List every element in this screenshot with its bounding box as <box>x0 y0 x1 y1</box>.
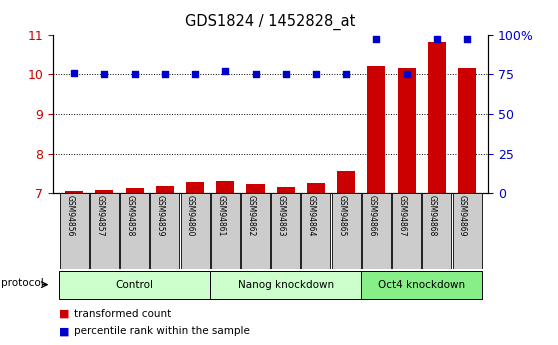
Text: GSM94861: GSM94861 <box>217 196 225 237</box>
Bar <box>210 270 362 298</box>
Bar <box>181 193 210 269</box>
Bar <box>65 191 83 193</box>
Text: GSM94857: GSM94857 <box>95 196 104 237</box>
Text: percentile rank within the sample: percentile rank within the sample <box>74 326 250 336</box>
Text: Control: Control <box>116 280 153 289</box>
Bar <box>186 182 204 193</box>
Point <box>191 71 200 77</box>
Point <box>160 71 169 77</box>
Bar <box>277 187 295 193</box>
Bar <box>453 193 482 269</box>
Bar <box>156 186 174 193</box>
Text: GSM94860: GSM94860 <box>186 196 195 237</box>
Text: GSM94863: GSM94863 <box>277 196 286 237</box>
Point <box>70 70 79 75</box>
Text: Oct4 knockdown: Oct4 knockdown <box>378 280 465 289</box>
Point <box>100 71 109 77</box>
Bar <box>362 270 482 298</box>
Point <box>221 68 230 74</box>
Text: GSM94866: GSM94866 <box>367 196 377 237</box>
Bar <box>301 193 330 269</box>
Bar <box>397 68 416 193</box>
Bar <box>211 193 240 269</box>
Text: ■: ■ <box>59 309 69 319</box>
Bar <box>392 193 421 269</box>
Point <box>402 71 411 77</box>
Point <box>281 71 290 77</box>
Bar <box>271 193 300 269</box>
Point <box>432 37 441 42</box>
Bar <box>428 42 446 193</box>
Bar <box>331 193 360 269</box>
Bar <box>90 193 119 269</box>
Text: GSM94865: GSM94865 <box>337 196 346 237</box>
Point <box>311 71 320 77</box>
Bar <box>59 270 210 298</box>
Bar <box>458 68 476 193</box>
Bar <box>241 193 270 269</box>
Bar <box>60 193 89 269</box>
Bar <box>150 193 179 269</box>
Bar <box>217 180 234 193</box>
Point <box>341 71 350 77</box>
Text: GDS1824 / 1452828_at: GDS1824 / 1452828_at <box>185 14 356 30</box>
Bar <box>367 66 386 193</box>
Point <box>251 71 260 77</box>
Bar <box>120 193 149 269</box>
Text: GSM94868: GSM94868 <box>428 196 437 237</box>
Point <box>463 37 472 42</box>
Bar <box>307 183 325 193</box>
Text: GSM94864: GSM94864 <box>307 196 316 237</box>
Bar <box>95 190 113 193</box>
Bar <box>337 171 355 193</box>
Text: GSM94856: GSM94856 <box>65 196 74 237</box>
Text: GSM94869: GSM94869 <box>458 196 467 237</box>
Text: GSM94859: GSM94859 <box>156 196 165 237</box>
Text: GSM94858: GSM94858 <box>126 196 134 237</box>
Text: transformed count: transformed count <box>74 309 171 319</box>
Point <box>372 37 381 42</box>
Bar <box>422 193 451 269</box>
Text: ■: ■ <box>59 326 69 336</box>
Text: GSM94862: GSM94862 <box>247 196 256 237</box>
Text: protocol: protocol <box>1 278 44 288</box>
Bar <box>362 193 391 269</box>
Text: Nanog knockdown: Nanog knockdown <box>238 280 334 289</box>
Text: GSM94867: GSM94867 <box>398 196 407 237</box>
Point <box>130 71 139 77</box>
Bar <box>247 185 264 193</box>
Bar <box>126 188 144 193</box>
